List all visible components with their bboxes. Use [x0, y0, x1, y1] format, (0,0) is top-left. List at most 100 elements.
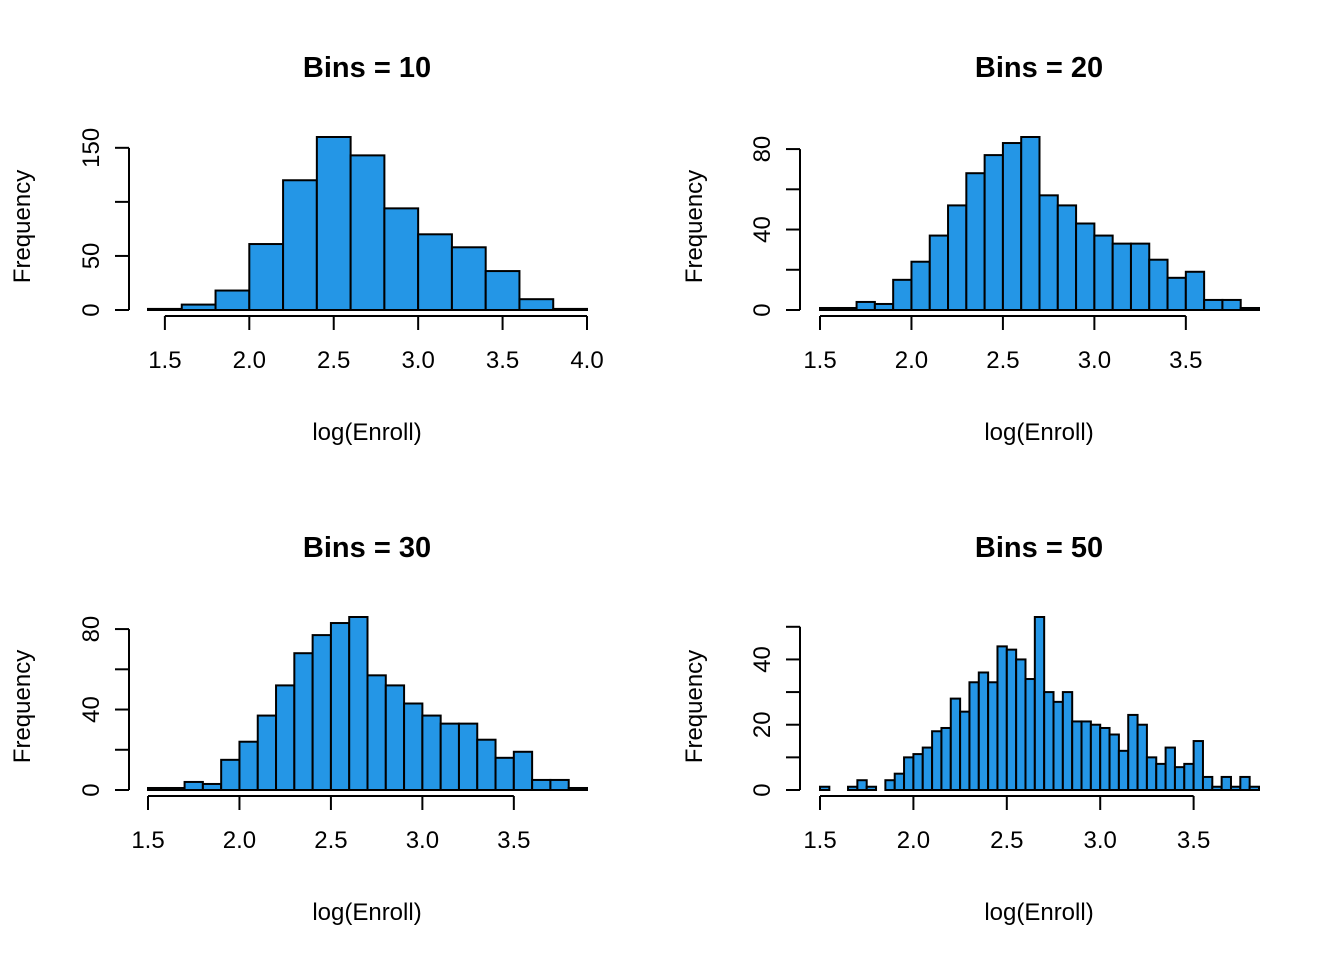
histogram-bar: [238, 740, 259, 791]
histogram-bar: [1024, 678, 1036, 792]
histogram-bins-20: Bins = 20 1.5 2.0 2.5 3.0 3.5 0 40 80 log(Enroll)…: [681, 52, 1260, 446]
x-tick-label: 3.5: [1177, 827, 1210, 854]
y-tick-label: 40: [78, 696, 105, 723]
x-tick-label: 3.5: [497, 827, 530, 854]
histogram-bar: [873, 302, 895, 312]
histogram-bar: [1093, 234, 1114, 312]
histogram-bar: [220, 758, 241, 792]
histogram-bar: [884, 779, 896, 792]
histogram-bins-30: Bins = 30 1.5 2.0 2.5 3.0 3.5 0 40 80 log(Enroll)…: [9, 532, 589, 926]
histogram-bar: [910, 260, 931, 311]
histogram-bar: [1136, 723, 1148, 791]
histogram-bar: [275, 684, 296, 792]
histogram-bar: [403, 702, 424, 791]
histogram-bar: [865, 785, 878, 791]
histogram-bar: [1229, 785, 1242, 791]
histogram-bar: [1117, 749, 1130, 792]
histogram-bar: [959, 710, 971, 791]
y-axis-label: Frequency: [681, 170, 708, 283]
histogram-bar: [1239, 775, 1251, 792]
histogram-bar: [248, 243, 285, 311]
histogram-bar: [903, 756, 915, 791]
histogram-bar: [892, 278, 913, 311]
histogram-bar: [147, 786, 168, 791]
histogram-bar: [439, 722, 460, 791]
histogram-bar: [968, 681, 980, 792]
histogram-bins-50: Bins = 50 1.5 2.0 2.5 3.0 3.5 0 20 40 log(Enroll)…: [681, 532, 1261, 926]
histogram-bar: [856, 779, 868, 792]
y-axis-label: Frequency: [9, 650, 36, 763]
x-tick-label: 3.0: [406, 827, 439, 854]
x-tick-label: 1.5: [803, 347, 836, 374]
histogram-bar: [1111, 242, 1132, 311]
histogram-bar: [1173, 766, 1186, 792]
histogram-bar: [421, 714, 442, 792]
x-tick-label: 4.0: [570, 347, 603, 374]
x-tick-label: 3.5: [1169, 347, 1202, 374]
x-tick-label: 1.5: [148, 347, 181, 374]
histogram-bar: [484, 270, 521, 312]
histogram-bar: [1192, 740, 1204, 791]
histogram-bar: [366, 674, 387, 792]
y-tick-label: 80: [78, 616, 105, 643]
histogram-bar: [1043, 691, 1055, 792]
chart-title: Bins = 20: [975, 52, 1103, 84]
histogram-bar: [928, 234, 950, 312]
histogram-bar: [921, 746, 934, 792]
histogram-bar: [1075, 222, 1096, 311]
histogram-bar: [552, 307, 588, 312]
histogram-bar: [165, 786, 186, 791]
histogram-bar: [1211, 785, 1223, 791]
x-tick-label: 2.0: [895, 347, 928, 374]
histogram-bar: [947, 204, 968, 311]
histogram-bar: [417, 233, 453, 311]
x-tick-label: 2.0: [223, 827, 256, 854]
y-tick-label: 80: [749, 136, 776, 163]
histogram-bar: [180, 303, 217, 311]
x-tick-label: 2.5: [314, 827, 347, 854]
histogram-bar: [1089, 723, 1102, 791]
histogram-bar: [1129, 242, 1151, 311]
y-tick-label: 50: [78, 243, 105, 270]
histogram-bar: [949, 697, 962, 791]
y-tick-label: 40: [749, 216, 776, 243]
histogram-bar: [912, 753, 924, 792]
histogram-bar: [1001, 142, 1023, 311]
histogram-bar: [494, 756, 515, 791]
x-tick-label: 2.0: [233, 347, 266, 374]
histogram-bar: [512, 750, 534, 792]
histogram-bar: [1038, 194, 1059, 311]
histogram-bar: [965, 172, 986, 311]
x-axis-label: log(Enroll): [312, 419, 421, 446]
histogram-bar: [931, 730, 943, 791]
histogram-bar: [183, 780, 204, 792]
y-tick-label: 0: [749, 303, 776, 316]
histogram-bar: [457, 722, 479, 791]
histogram-bar: [315, 136, 352, 311]
histogram-bar: [1201, 775, 1214, 792]
histogram-bar: [940, 726, 952, 791]
histogram-bar: [567, 786, 589, 791]
histogram-bar: [329, 622, 351, 792]
histogram-bar: [855, 300, 876, 312]
histogram-bar: [1015, 658, 1027, 791]
y-tick-label: 150: [78, 128, 105, 168]
histogram-bar: [1155, 762, 1167, 792]
chart-title: Bins = 30: [303, 532, 431, 564]
histogram-bar: [1248, 785, 1261, 791]
histogram-bar: [383, 207, 420, 311]
y-tick-label: 40: [749, 646, 776, 673]
y-tick-label: 20: [749, 711, 776, 738]
histogram-bar: [518, 298, 555, 312]
histogram-bar: [256, 714, 278, 792]
histogram-bar: [1148, 258, 1169, 311]
histogram-bar: [1061, 691, 1074, 792]
histogram-bar: [1052, 700, 1064, 791]
chart-title: Bins = 10: [303, 52, 431, 84]
histogram-bar: [1166, 276, 1187, 311]
y-axis-label: Frequency: [681, 650, 708, 763]
histogram-bar: [1164, 746, 1176, 792]
x-tick-label: 2.0: [897, 827, 930, 854]
histogram-bar: [348, 616, 369, 791]
